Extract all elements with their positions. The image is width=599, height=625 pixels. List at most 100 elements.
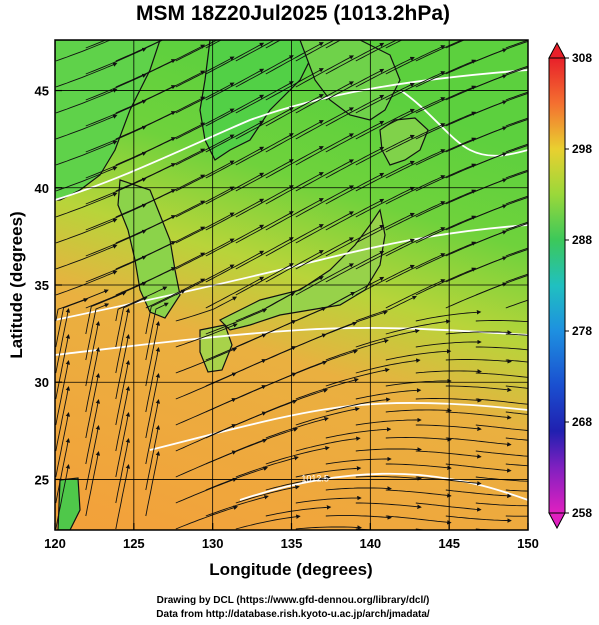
colorbar-label: 278 — [572, 324, 592, 338]
streamline — [385, 515, 452, 525]
streamline — [85, 203, 147, 231]
streamline — [355, 388, 422, 400]
streamline — [175, 398, 237, 426]
streamline — [115, 463, 131, 530]
streamline — [475, 346, 528, 351]
streamline — [325, 456, 392, 465]
chart-title: MSM 18Z20Jul2025 (1013.2hPa) — [136, 2, 450, 25]
streamline — [505, 117, 528, 127]
colorbar-max-arrow — [548, 41, 566, 59]
streamline — [85, 398, 101, 465]
streamline — [355, 476, 422, 481]
streamline — [325, 40, 342, 49]
streamline — [505, 385, 528, 389]
streamline — [235, 292, 296, 322]
streamline — [505, 489, 528, 492]
streamline — [175, 450, 237, 478]
streamline — [385, 40, 403, 49]
y-tick-label: 35 — [35, 278, 49, 293]
streamline — [415, 339, 482, 348]
y-tick-label: 25 — [35, 472, 49, 487]
streamline — [85, 229, 147, 257]
streamline — [175, 477, 238, 504]
streamline — [55, 40, 118, 62]
streamline — [115, 411, 131, 478]
streamline — [355, 358, 421, 374]
streamline — [55, 218, 118, 244]
x-tick-label: 150 — [517, 536, 539, 551]
streamline — [445, 489, 512, 499]
streamline — [145, 398, 161, 465]
streamline — [175, 505, 239, 530]
streamline — [355, 328, 420, 348]
y-axis-title: Latitude (degrees) — [7, 211, 26, 358]
streamline — [415, 310, 482, 322]
streamline — [325, 515, 392, 520]
streamline — [55, 298, 89, 348]
streamline — [445, 463, 512, 473]
streamline — [55, 333, 71, 400]
streamline — [115, 359, 131, 426]
x-tick-label: 120 — [44, 536, 66, 551]
streamline — [85, 99, 147, 127]
streamline — [445, 330, 512, 335]
colorbar-label: 268 — [572, 415, 592, 429]
streamline — [85, 255, 147, 283]
streamline — [205, 495, 269, 517]
streamline — [265, 505, 332, 517]
streamline — [55, 244, 118, 270]
streamline — [505, 299, 528, 309]
x-tick-label: 140 — [359, 536, 381, 551]
streamline — [295, 525, 362, 530]
streamline — [325, 427, 392, 439]
streamline — [85, 281, 147, 309]
streamline — [505, 411, 528, 415]
streamline — [175, 323, 238, 348]
streamline — [85, 303, 110, 361]
streamline — [505, 40, 528, 49]
streamline — [445, 411, 512, 420]
streamline — [235, 455, 299, 478]
streamline — [115, 333, 131, 400]
streamline — [505, 359, 528, 363]
streamline — [55, 192, 118, 218]
streamline — [385, 349, 452, 361]
y-axis-ticks: 25 30 35 40 45 — [35, 84, 62, 487]
streamline — [415, 398, 482, 403]
streamline — [55, 62, 118, 88]
streamline — [85, 320, 101, 387]
streamline — [265, 446, 330, 465]
streamline — [295, 495, 362, 504]
wind-streamlines — [55, 40, 528, 530]
streamline — [205, 333, 267, 361]
streamline — [415, 450, 482, 459]
contour-label: 1012.5 — [301, 473, 329, 483]
streamline — [145, 346, 161, 413]
streamline — [85, 177, 147, 205]
streamline — [205, 276, 265, 309]
streamline — [355, 295, 417, 322]
streamline — [55, 307, 71, 374]
streamline — [505, 437, 528, 441]
streamline — [415, 424, 482, 432]
streamline — [505, 169, 528, 179]
streamline — [115, 437, 131, 504]
streamline — [475, 476, 528, 482]
colorbar-label: 258 — [572, 506, 592, 520]
streamline — [265, 416, 329, 439]
x-tick-label: 145 — [438, 536, 460, 551]
streamline — [235, 485, 300, 504]
streamline — [85, 291, 127, 335]
streamline — [175, 296, 238, 322]
streamline — [325, 367, 390, 387]
streamline — [175, 372, 237, 400]
streamline — [55, 140, 118, 166]
credit-drawing: Drawing by DCL (https://www.gfd-dennou.o… — [156, 595, 430, 606]
streamline — [145, 289, 186, 335]
streamline — [505, 91, 528, 101]
streamline — [85, 47, 147, 75]
streamline — [415, 369, 482, 374]
streamline — [505, 463, 528, 467]
streamline — [325, 397, 391, 413]
streamline — [55, 270, 118, 296]
